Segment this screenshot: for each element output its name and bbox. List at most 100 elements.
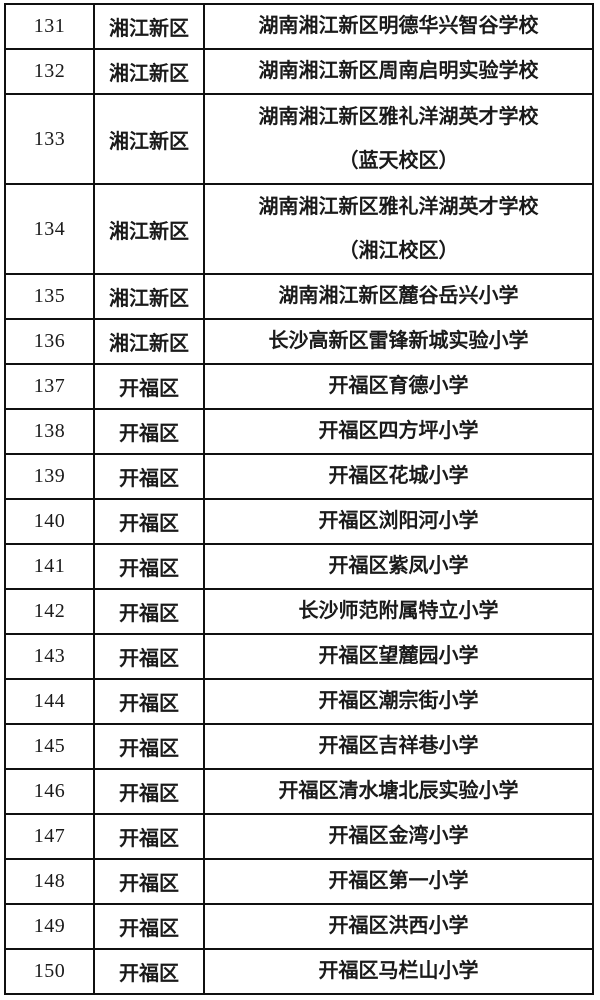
- row-number: 132: [4, 48, 95, 95]
- row-school: 开福区育德小学: [203, 363, 594, 410]
- row-school: 开福区紫凤小学: [203, 543, 594, 590]
- row-school: 长沙师范附属特立小学: [203, 588, 594, 635]
- table-row: 145 开福区 开福区吉祥巷小学: [4, 723, 594, 770]
- row-district: 开福区: [93, 858, 205, 905]
- table-row: 142 开福区 长沙师范附属特立小学: [4, 588, 594, 635]
- school-name-line1: 开福区吉祥巷小学: [318, 735, 479, 757]
- row-school: 湖南湘江新区明德华兴智谷学校: [203, 3, 594, 50]
- row-district: 开福区: [93, 633, 205, 680]
- row-school: 开福区潮宗街小学: [203, 678, 594, 725]
- row-district: 开福区: [93, 498, 205, 545]
- row-district: 开福区: [93, 363, 205, 410]
- row-school: 开福区清水塘北辰实验小学: [203, 768, 594, 815]
- row-district: 湘江新区: [93, 93, 205, 185]
- row-number: 141: [4, 543, 95, 590]
- row-number: 142: [4, 588, 95, 635]
- row-school: 湖南湘江新区雅礼洋湖英才学校 （蓝天校区）: [203, 93, 594, 185]
- row-number: 146: [4, 768, 95, 815]
- row-school: 开福区望麓园小学: [203, 633, 594, 680]
- row-school: 湖南湘江新区雅礼洋湖英才学校 （湘江校区）: [203, 183, 594, 275]
- row-district: 湘江新区: [93, 318, 205, 365]
- school-name-line1: 长沙高新区雷锋新城实验小学: [268, 330, 529, 352]
- row-number: 136: [4, 318, 95, 365]
- row-number: 148: [4, 858, 95, 905]
- row-district: 湘江新区: [93, 48, 205, 95]
- school-name-line1: 湖南湘江新区麓谷岳兴小学: [278, 285, 519, 307]
- row-school: 湖南湘江新区麓谷岳兴小学: [203, 273, 594, 320]
- row-number: 143: [4, 633, 95, 680]
- row-district: 湘江新区: [93, 3, 205, 50]
- table-row: 134 湘江新区 湖南湘江新区雅礼洋湖英才学校 （湘江校区）: [4, 183, 594, 275]
- table-row: 150 开福区 开福区马栏山小学: [4, 948, 594, 995]
- table-row: 144 开福区 开福区潮宗街小学: [4, 678, 594, 725]
- table-row: 138 开福区 开福区四方坪小学: [4, 408, 594, 455]
- row-school: 长沙高新区雷锋新城实验小学: [203, 318, 594, 365]
- row-district: 开福区: [93, 678, 205, 725]
- school-name-line1: 开福区金湾小学: [328, 825, 469, 847]
- school-name-line1: 开福区马栏山小学: [318, 960, 479, 982]
- school-name-line1: 开福区望麓园小学: [318, 645, 479, 667]
- row-number: 145: [4, 723, 95, 770]
- row-number: 150: [4, 948, 95, 995]
- row-number: 135: [4, 273, 95, 320]
- school-name-line1: 湖南湘江新区明德华兴智谷学校: [258, 15, 539, 37]
- row-district: 湘江新区: [93, 273, 205, 320]
- row-school: 开福区马栏山小学: [203, 948, 594, 995]
- school-name-line1: 湖南湘江新区周南启明实验学校: [258, 60, 539, 82]
- row-district: 开福区: [93, 453, 205, 500]
- row-district: 开福区: [93, 903, 205, 950]
- row-number: 140: [4, 498, 95, 545]
- row-school: 开福区四方坪小学: [203, 408, 594, 455]
- school-name-line1: 开福区育德小学: [328, 375, 469, 397]
- school-name-line1: 长沙师范附属特立小学: [298, 600, 499, 622]
- table-row: 141 开福区 开福区紫凤小学: [4, 543, 594, 590]
- table-row: 149 开福区 开福区洪西小学: [4, 903, 594, 950]
- row-number: 133: [4, 93, 95, 185]
- row-number: 137: [4, 363, 95, 410]
- table-row: 140 开福区 开福区浏阳河小学: [4, 498, 594, 545]
- table-row: 136 湘江新区 长沙高新区雷锋新城实验小学: [4, 318, 594, 365]
- school-name-line1: 湖南湘江新区雅礼洋湖英才学校: [258, 196, 539, 218]
- row-number: 144: [4, 678, 95, 725]
- school-name-line1: 湖南湘江新区雅礼洋湖英才学校: [258, 106, 539, 128]
- table-row: 131 湘江新区 湖南湘江新区明德华兴智谷学校: [4, 3, 594, 50]
- school-list-table: 131 湘江新区 湖南湘江新区明德华兴智谷学校 132 湘江新区 湖南湘江新区周…: [4, 3, 594, 995]
- table-row: 143 开福区 开福区望麓园小学: [4, 633, 594, 680]
- row-district: 开福区: [93, 723, 205, 770]
- table-body: 131 湘江新区 湖南湘江新区明德华兴智谷学校 132 湘江新区 湖南湘江新区周…: [4, 3, 594, 995]
- row-district: 开福区: [93, 768, 205, 815]
- school-name-line1: 开福区洪西小学: [328, 915, 469, 937]
- row-district: 开福区: [93, 588, 205, 635]
- school-name-line1: 开福区潮宗街小学: [318, 690, 479, 712]
- table-row: 135 湘江新区 湖南湘江新区麓谷岳兴小学: [4, 273, 594, 320]
- table-row: 147 开福区 开福区金湾小学: [4, 813, 594, 860]
- row-district: 开福区: [93, 813, 205, 860]
- row-number: 149: [4, 903, 95, 950]
- school-name-line1: 开福区浏阳河小学: [318, 510, 479, 532]
- school-name-line1: 开福区第一小学: [328, 870, 469, 892]
- table-row: 137 开福区 开福区育德小学: [4, 363, 594, 410]
- school-name-line1: 开福区紫凤小学: [328, 555, 469, 577]
- row-school: 开福区金湾小学: [203, 813, 594, 860]
- table-row: 132 湘江新区 湖南湘江新区周南启明实验学校: [4, 48, 594, 95]
- row-district: 开福区: [93, 948, 205, 995]
- row-school: 开福区浏阳河小学: [203, 498, 594, 545]
- row-school: 开福区洪西小学: [203, 903, 594, 950]
- table-row: 139 开福区 开福区花城小学: [4, 453, 594, 500]
- row-district: 开福区: [93, 408, 205, 455]
- row-number: 138: [4, 408, 95, 455]
- school-name-line2: （蓝天校区）: [338, 150, 459, 172]
- row-school: 开福区第一小学: [203, 858, 594, 905]
- school-name-line1: 开福区花城小学: [328, 465, 469, 487]
- table-row: 146 开福区 开福区清水塘北辰实验小学: [4, 768, 594, 815]
- row-school: 湖南湘江新区周南启明实验学校: [203, 48, 594, 95]
- school-name-line1: 开福区四方坪小学: [318, 420, 479, 442]
- row-number: 147: [4, 813, 95, 860]
- row-district: 湘江新区: [93, 183, 205, 275]
- row-district: 开福区: [93, 543, 205, 590]
- row-number: 139: [4, 453, 95, 500]
- table-row: 133 湘江新区 湖南湘江新区雅礼洋湖英才学校 （蓝天校区）: [4, 93, 594, 185]
- row-school: 开福区吉祥巷小学: [203, 723, 594, 770]
- school-name-line1: 开福区清水塘北辰实验小学: [278, 780, 519, 802]
